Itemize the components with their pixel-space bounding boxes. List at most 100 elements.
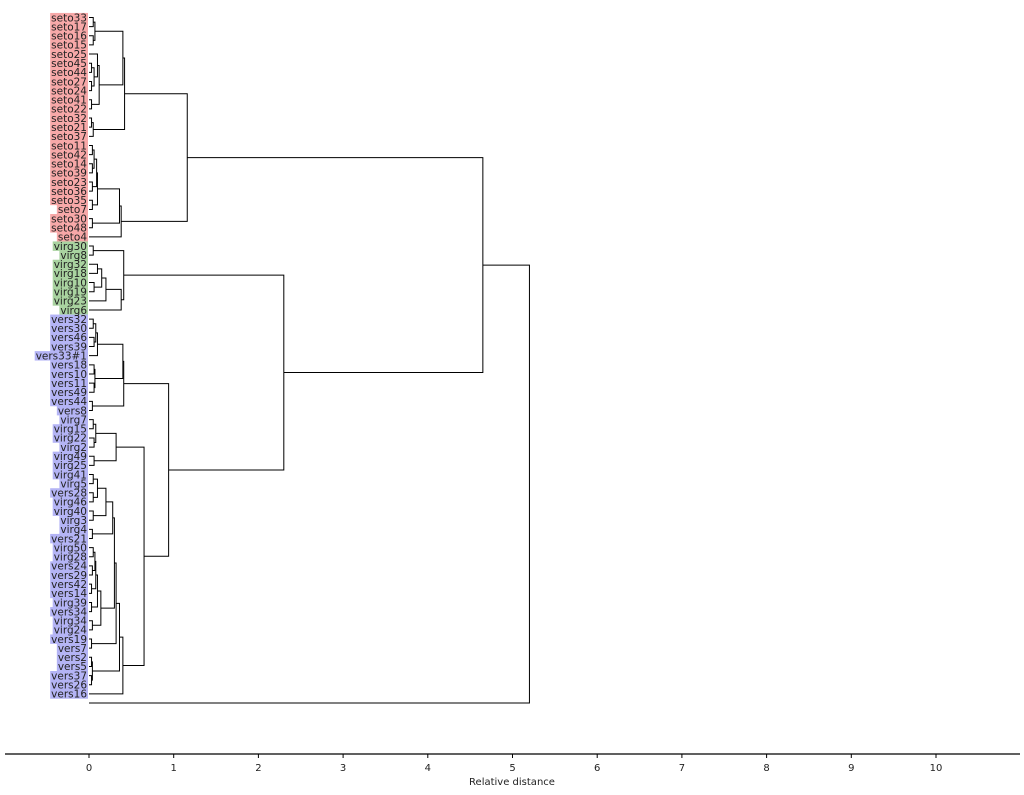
leaf-label: virg40: [54, 506, 87, 518]
leaf-label: seto42: [51, 149, 87, 161]
leaf-label: vers42: [51, 579, 87, 591]
leaf-label: virg41: [54, 469, 87, 481]
dendrogram-link: [89, 583, 93, 594]
leaf-background: [59, 524, 88, 535]
x-tick-label: 8: [763, 763, 769, 774]
x-axis: 0 1 2 3 4 5 6 7 8 9 10 Relative distance: [5, 753, 1020, 788]
dendrogram-link: [93, 478, 98, 498]
leaf-background: [50, 58, 88, 69]
leaf-background: [52, 259, 88, 270]
dendrogram-link: [89, 382, 95, 393]
leaf-label: seto37: [51, 131, 87, 143]
x-tick-label: 1: [171, 763, 177, 774]
leaf-label: virg18: [54, 268, 87, 280]
x-tick-label: 0: [86, 763, 92, 774]
leaf-label: virg46: [54, 497, 88, 509]
dendrogram-link: [89, 474, 94, 485]
leaf-label: vers39: [51, 341, 87, 353]
dendrogram-link: [94, 432, 117, 462]
leaf-background: [50, 131, 88, 142]
dendrogram-link: [121, 93, 188, 222]
leaf-background: [50, 86, 88, 96]
x-axis-title: Relative distance: [469, 777, 555, 788]
leaf-background: [52, 469, 88, 480]
leaf-label: vers10: [51, 369, 87, 381]
dendrogram-link: [92, 590, 102, 626]
leaf-label: vers28: [51, 488, 87, 500]
leaf-label: seto15: [51, 40, 87, 52]
leaf-background: [50, 22, 88, 32]
leaf-label: vers34: [51, 606, 87, 618]
leaf-background: [59, 479, 88, 489]
leaf-background: [50, 49, 88, 59]
dendrogram-link: [89, 99, 93, 110]
leaf-background: [50, 579, 88, 590]
leaf-label: vers7: [58, 643, 87, 655]
leaf-background: [50, 67, 88, 78]
leaf-background: [50, 31, 88, 41]
leaf-label: virg8: [60, 250, 87, 262]
dendrogram-link: [89, 288, 122, 311]
leaf-background: [50, 341, 88, 352]
dendrogram-link: [92, 602, 120, 672]
leaf-label: seto22: [51, 104, 87, 116]
leaf-label: seto25: [51, 49, 87, 61]
leaf-background: [52, 277, 88, 288]
leaf-label: virg19: [54, 287, 87, 299]
link-layer: [89, 17, 530, 704]
dendrogram-link: [89, 53, 98, 78]
leaf-label: seto24: [51, 85, 87, 97]
dendrogram-link: [89, 17, 94, 28]
leaf-background: [59, 442, 88, 452]
leaf-label: seto39: [51, 168, 87, 180]
leaf-background: [50, 104, 88, 114]
leaf-background: [50, 140, 88, 151]
dendrogram-link: [89, 144, 93, 156]
leaf-label: virg28: [54, 552, 87, 564]
leaf-background: [56, 661, 88, 672]
leaf-background: [52, 433, 88, 443]
dendrogram-link: [89, 199, 93, 210]
x-tick-label: 7: [679, 763, 685, 774]
leaf-background: [50, 561, 88, 571]
leaf-label: vers30: [51, 323, 87, 335]
leaf-label: virg24: [54, 625, 88, 637]
dendrogram-link: [89, 117, 93, 128]
leaf-label: virg3: [60, 515, 87, 527]
dendrogram-link: [89, 62, 93, 73]
dendrogram-link: [91, 574, 98, 608]
leaf-background: [50, 634, 88, 644]
leaf-label: virg6: [60, 305, 87, 317]
x-tick-label: 5: [509, 763, 515, 774]
leaf-background: [50, 195, 88, 206]
leaf-label: vers8: [58, 405, 87, 417]
leaf-label: seto4: [58, 232, 87, 244]
leaf-label: vers44: [51, 396, 87, 408]
leaf-background: [52, 424, 88, 434]
leaf-background: [50, 223, 88, 233]
dendrogram-link: [92, 360, 125, 407]
leaf-label: seto14: [51, 159, 87, 171]
leaf-background: [50, 671, 88, 681]
dendrogram-link: [89, 264, 530, 704]
leaf-background: [56, 232, 88, 242]
dendrogram-link: [89, 277, 107, 302]
leaf-background: [50, 588, 88, 599]
dendrogram-link: [91, 562, 117, 645]
leaf-background: [50, 168, 88, 178]
leaf-background: [50, 323, 88, 334]
leaf-label: seto27: [51, 76, 87, 88]
leaf-background: [50, 533, 88, 544]
dendrogram-link: [89, 282, 95, 293]
x-tick-label: 10: [930, 763, 943, 774]
leaf-label: vers32: [51, 314, 87, 326]
leaf-background: [50, 314, 88, 324]
dendrogram-link: [89, 35, 94, 46]
leaf-background: [52, 241, 88, 251]
leaf-background: [50, 76, 88, 87]
leaf-label: virg22: [54, 433, 87, 445]
leaf-label: virg50: [54, 542, 87, 554]
leaf-label: seto36: [51, 186, 87, 198]
dendrogram-link: [94, 343, 124, 380]
dendrogram-link: [89, 437, 95, 448]
